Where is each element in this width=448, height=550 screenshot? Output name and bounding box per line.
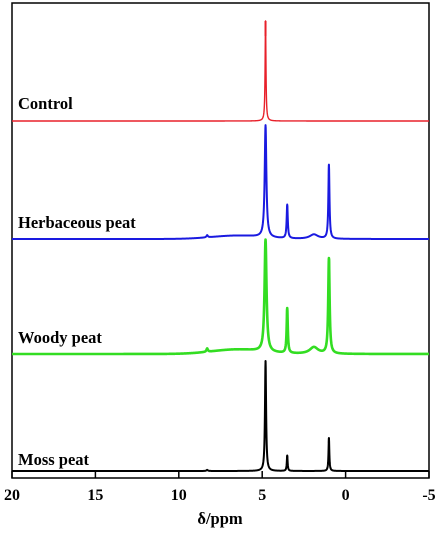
- spectrum-herbaceous-peat: [11, 124, 430, 240]
- series-label-herbaceous-peat: Herbaceous peat: [18, 213, 136, 232]
- x-tick-label: 5: [258, 487, 266, 504]
- x-tick-label: 15: [87, 487, 103, 504]
- spectrum-woody-peat: [10, 238, 431, 356]
- series-label-moss-peat: Moss peat: [18, 450, 90, 469]
- x-axis-title: δ/ppm: [197, 509, 243, 528]
- series-labels: Control Herbaceous peat Woody peat Moss pea…: [18, 94, 136, 469]
- x-tick-label: 10: [171, 487, 187, 504]
- x-tick-label: 20: [4, 487, 20, 504]
- x-tick-label: 0: [342, 487, 350, 504]
- spectra-group: [10, 20, 431, 472]
- spectrum-control: [11, 20, 430, 122]
- x-tick-label: -5: [422, 487, 435, 504]
- series-label-woody-peat: Woody peat: [18, 328, 102, 347]
- plot-frame: [11, 2, 430, 479]
- spectrum-moss-peat: [11, 359, 430, 472]
- series-label-control: Control: [18, 94, 73, 113]
- x-axis-ticks: 20 15 10 5 0 -5: [4, 471, 436, 504]
